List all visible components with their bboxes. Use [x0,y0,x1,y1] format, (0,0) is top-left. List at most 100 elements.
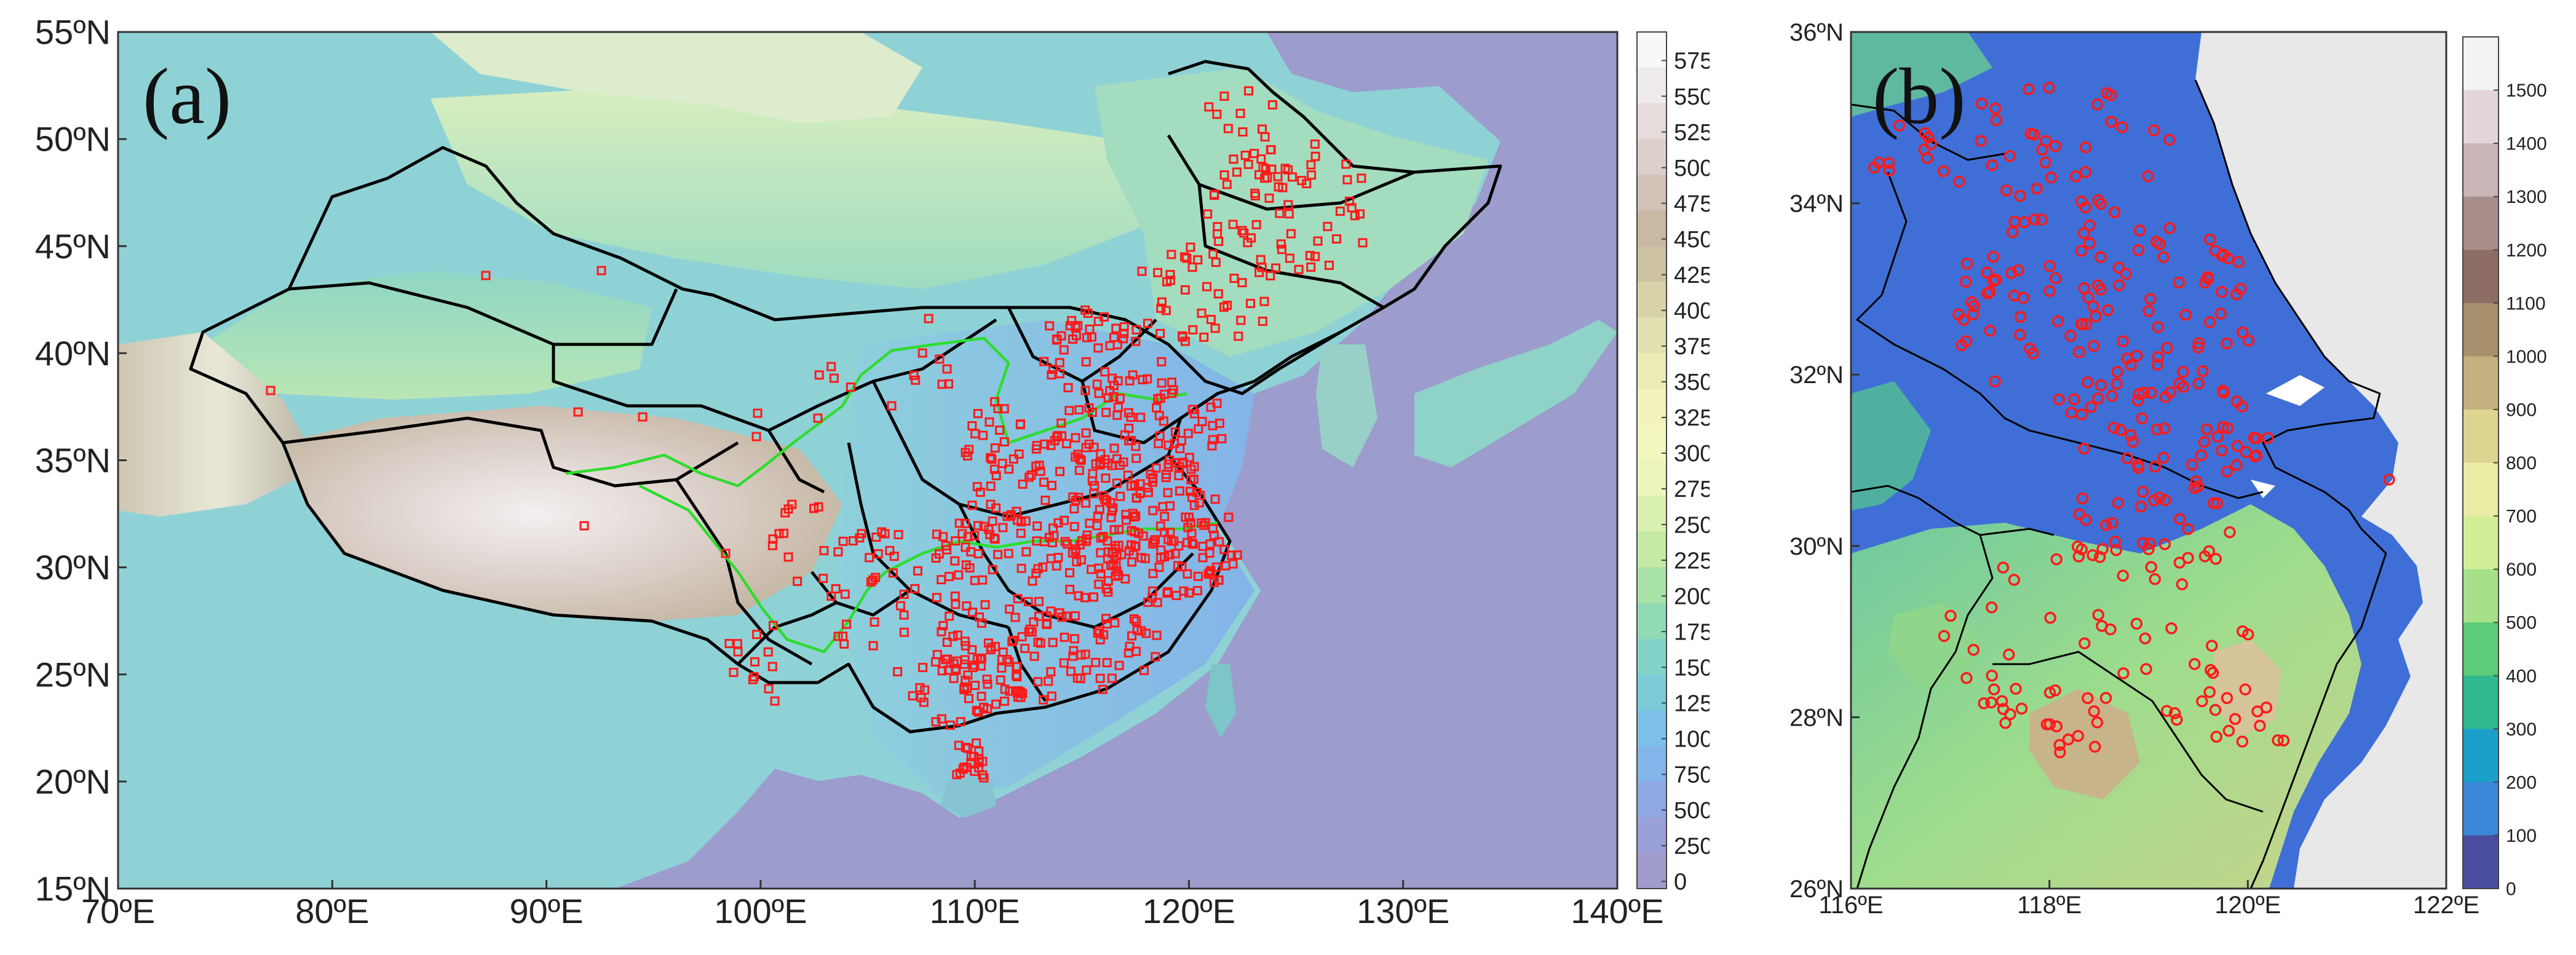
station-marker [1999,716,2011,729]
station-marker [1186,464,1196,474]
colorbar-label: 100 [2506,826,2537,846]
station-marker [1208,435,1218,445]
station-marker [1152,403,1162,413]
colorbar-label: 0 [1674,870,1687,895]
station-marker [763,647,773,657]
station-marker [1031,444,1041,454]
station-marker [988,565,997,574]
colorbar-label: 3250 [1674,405,1710,431]
station-marker [1082,665,1092,675]
station-marker [963,670,973,680]
station-marker [915,683,925,692]
station-marker [1981,266,1993,279]
latitude-tick-label: 40ºN [35,334,111,373]
station-marker [963,532,973,542]
station-marker [1243,159,1253,169]
station-marker [1061,611,1071,621]
station-marker [2096,543,2109,555]
station-marker [1212,109,1222,119]
station-marker [2211,430,2224,443]
colorbar-swatch [1637,103,1666,140]
station-marker [991,470,1001,480]
station-marker [1893,119,1906,132]
station-marker [937,627,946,636]
colorbar-label: 500 [1674,798,1710,824]
station-marker [997,459,1007,469]
station-marker [1167,388,1177,398]
elevation-colorbar-a: 5750550052505000475045004250400037503500… [1636,31,1710,895]
station-marker [768,620,778,630]
station-marker [2106,517,2118,529]
station-marker [1012,662,1021,672]
station-marker [945,611,954,621]
station-marker [1126,413,1136,422]
station-marker [2200,423,2213,435]
station-marker [2277,734,2290,747]
colorbar-label: 3500 [1674,370,1710,395]
station-marker [1110,618,1120,628]
station-marker [2207,497,2220,509]
station-marker [938,620,948,630]
latitude-labels-a: 55ºN 50ºN 45ºN 40ºN 35ºN 30ºN 25ºN 20ºN 15ºN [35,13,111,908]
colorbar-swatch [1637,603,1666,640]
station-marker [1056,418,1066,428]
colorbar-label: 900 [2506,400,2537,420]
station-marker [2157,451,2170,464]
station-marker [1046,667,1056,676]
land-tibet [283,406,842,621]
station-marker [2054,746,2066,759]
station-marker [1048,365,1058,374]
station-marker [1055,467,1065,477]
station-marker [2073,346,2085,359]
station-marker [2131,349,2143,362]
colorbar-swatch [2463,462,2499,517]
station-marker [1125,376,1135,386]
station-marker [2224,526,2236,539]
colorbar-swatch [1637,710,1666,747]
station-marker [1147,593,1157,603]
station-marker [1347,203,1357,213]
land-tarim [203,271,652,400]
station-marker [1182,253,1192,263]
station-marker [1069,634,1079,644]
station-marker [1004,657,1014,667]
station-marker [1070,611,1080,620]
station-marker [2091,98,2104,111]
station-marker [829,373,839,383]
station-marker [2209,245,2222,257]
colorbar-swatch [1637,389,1666,425]
latitude-tick-label: 36ºN [1789,19,1844,46]
station-marker [1938,630,1951,642]
station-marker [999,696,1009,706]
station-marker [974,747,984,756]
station-marker [2029,213,2041,226]
station-marker [1155,431,1165,441]
station-marker [970,531,980,541]
station-marker [1184,512,1194,522]
station-marker [1151,652,1160,662]
station-marker [1203,209,1213,219]
station-marker [2221,692,2233,704]
station-marker [1094,563,1104,573]
land-japan [1414,320,1617,467]
station-marker [1987,250,2000,263]
station-marker [1217,434,1227,443]
station-marker [973,707,983,717]
station-marker [2039,156,2051,169]
station-marker [1235,108,1245,118]
station-marker [1156,303,1166,313]
station-marker [1081,443,1091,453]
station-marker [2040,135,2052,148]
station-marker [783,504,793,514]
station-marker [1000,684,1010,694]
station-marker [1984,325,1996,337]
station-marker [1922,131,1935,144]
station-marker [1080,593,1090,603]
station-marker [2272,734,2284,747]
station-marker [990,534,1000,544]
station-marker [1112,478,1122,488]
colorbar-swatch [2463,569,2499,623]
station-marker [977,653,986,663]
station-marker [2149,573,2162,585]
colorbar-swatch [1637,68,1666,104]
